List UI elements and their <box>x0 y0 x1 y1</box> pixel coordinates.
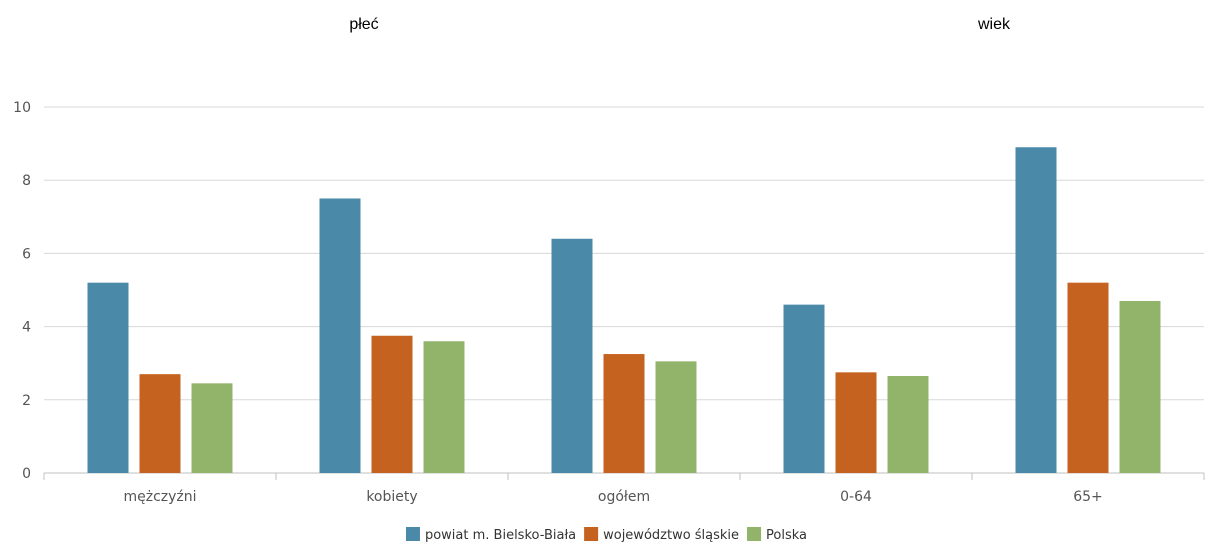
bar-3-5[interactable] <box>1119 300 1161 473</box>
y-tick-label: 10 <box>13 100 31 116</box>
x-category-label: kobiety <box>366 489 417 505</box>
bar-1-4[interactable] <box>783 304 825 473</box>
bar-1-5[interactable] <box>1015 147 1057 473</box>
x-category-label: 65+ <box>1073 489 1103 505</box>
x-axis: mężczyźni kobiety ogółem 0-64 65+ <box>43 473 1205 505</box>
bar-1-3[interactable] <box>551 238 593 473</box>
bar-3-4[interactable] <box>887 376 929 473</box>
x-category-label: mężczyźni <box>123 489 196 505</box>
legend-swatch-2[interactable] <box>584 527 599 541</box>
group-heading-age: wiek <box>977 16 1011 33</box>
x-category-label: 0-64 <box>840 489 872 505</box>
bar-2-3[interactable] <box>603 354 645 473</box>
x-category-label: ogółem <box>598 489 650 505</box>
legend-label-1: powiat m. Bielsko-Biała <box>425 528 576 543</box>
y-tick-label: 2 <box>22 393 31 409</box>
bar-3-2[interactable] <box>423 341 465 473</box>
bar-2-2[interactable] <box>371 335 413 473</box>
bar-1-1[interactable] <box>87 282 129 473</box>
legend-label-3: Polska <box>766 528 807 543</box>
y-tick-label: 4 <box>22 320 31 336</box>
bar-2-4[interactable] <box>835 372 877 473</box>
legend-swatch-3[interactable] <box>747 527 762 541</box>
bar-2-1[interactable] <box>139 374 181 473</box>
bar-1-2[interactable] <box>319 198 361 474</box>
group-heading-gender: płeć <box>349 16 379 33</box>
y-tick-label: 6 <box>22 246 31 262</box>
y-axis: 0 2 4 6 8 10 <box>13 100 31 482</box>
y-tick-label: 0 <box>22 466 31 482</box>
legend: powiat m. Bielsko-Biała województwo śląsk… <box>405 527 807 543</box>
legend-swatch-1[interactable] <box>405 527 420 541</box>
bars <box>87 147 1161 474</box>
y-tick-label: 8 <box>22 173 31 189</box>
bar-3-3[interactable] <box>655 361 697 473</box>
bar-2-5[interactable] <box>1067 282 1109 473</box>
legend-label-2: województwo śląskie <box>603 528 739 543</box>
bar-3-1[interactable] <box>191 383 233 473</box>
